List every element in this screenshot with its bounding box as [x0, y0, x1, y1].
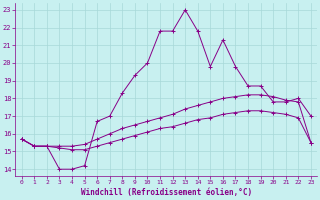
X-axis label: Windchill (Refroidissement éolien,°C): Windchill (Refroidissement éolien,°C)	[81, 188, 252, 197]
